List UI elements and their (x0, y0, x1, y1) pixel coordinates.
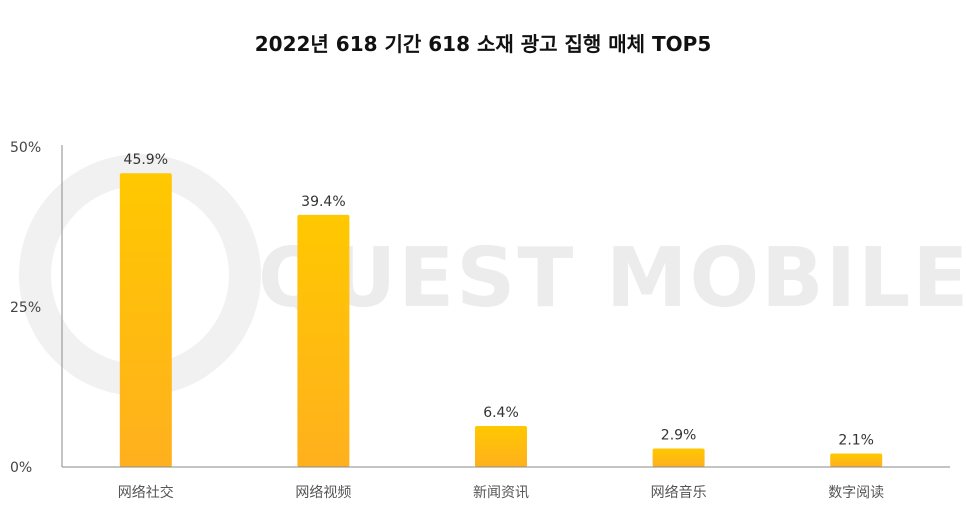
data-label: 6.4% (483, 405, 519, 421)
bar (475, 426, 527, 467)
bar (297, 214, 350, 467)
bar (830, 453, 883, 467)
category-label: 新闻资讯 (473, 485, 529, 501)
category-label: 网络视频 (295, 485, 351, 501)
category-label: 数字阅读 (828, 484, 884, 501)
data-label: 2.1% (838, 433, 874, 449)
watermark: QUEST MOBILE (19, 154, 966, 396)
category-label: 网络音乐 (651, 484, 707, 501)
data-label: 2.9% (661, 427, 697, 443)
y-tick-label: 50% (10, 140, 41, 156)
bar (652, 448, 705, 467)
data-label: 39.4% (301, 194, 345, 210)
data-label: 45.9% (124, 152, 168, 168)
watermark-text: QUEST MOBILE (258, 231, 966, 326)
category-label: 网络社交 (118, 484, 174, 501)
y-tick-label: 25% (10, 300, 41, 316)
y-tick-label: 0% (10, 460, 32, 476)
bar (119, 173, 172, 468)
chart-title: 2022년 618 기간 618 소재 광고 집행 매체 TOP5 (254, 32, 712, 56)
